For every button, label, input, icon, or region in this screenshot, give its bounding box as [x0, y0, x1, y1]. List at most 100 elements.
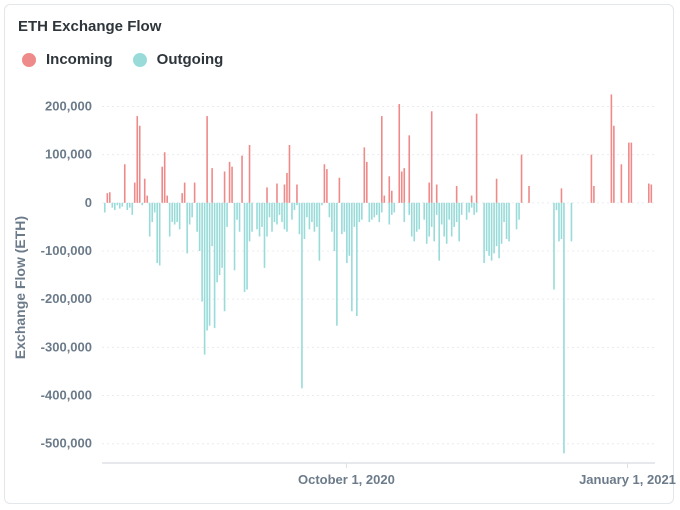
bar-outgoing — [118, 202, 121, 209]
bar-outgoing — [328, 202, 331, 218]
bar-outgoing — [171, 202, 173, 223]
bar-outgoing — [278, 202, 281, 215]
bar-outgoing — [203, 202, 206, 355]
chart-title: ETH Exchange Flow — [18, 18, 162, 35]
bar-outgoing — [251, 202, 253, 232]
bar-outgoing — [388, 202, 391, 225]
bar-outgoing — [336, 202, 338, 326]
bar-incoming — [228, 161, 231, 203]
bar-outgoing — [473, 202, 475, 215]
bar-outgoing — [346, 202, 348, 264]
bar-incoming — [475, 113, 478, 203]
bar-incoming — [590, 154, 593, 203]
x-tick-label: January 1, 2021 — [579, 472, 676, 487]
bar-incoming — [283, 184, 286, 203]
bar-incoming — [390, 190, 393, 203]
bar-incoming — [528, 185, 530, 203]
bar-incoming — [430, 111, 433, 203]
bar-outgoing — [371, 202, 373, 220]
bar-outgoing — [570, 202, 573, 242]
bar-outgoing — [121, 202, 124, 207]
bar-outgoing — [303, 202, 306, 239]
bar-outgoing — [508, 202, 510, 242]
bar-outgoing — [515, 202, 518, 230]
bar-incoming — [206, 116, 208, 203]
bar-incoming — [266, 187, 268, 203]
bar-incoming — [163, 152, 166, 203]
bar-outgoing — [555, 202, 558, 211]
bar-incoming — [296, 184, 298, 203]
bar-incoming — [166, 195, 168, 203]
y-tick-label: 200,000 — [45, 98, 92, 113]
bar-outgoing — [186, 202, 188, 254]
bar-incoming — [241, 155, 243, 203]
legend-item-incoming[interactable]: Incoming — [22, 51, 113, 68]
legend-item-outgoing[interactable]: Outgoing — [132, 51, 223, 68]
bar-outgoing — [223, 202, 226, 312]
bar-outgoing — [153, 202, 156, 213]
bar-outgoing — [333, 202, 336, 251]
bar-outgoing — [428, 202, 431, 237]
bar-outgoing — [460, 202, 463, 215]
bar-outgoing — [276, 202, 278, 225]
bar-outgoing — [465, 202, 468, 220]
bar-incoming — [146, 195, 149, 203]
bar-incoming — [326, 169, 328, 203]
bar-incoming — [403, 168, 406, 203]
bar-outgoing — [158, 202, 161, 266]
bar-incoming — [610, 94, 613, 203]
bar-outgoing — [221, 202, 223, 268]
bar-outgoing — [445, 202, 448, 244]
bar-outgoing — [298, 202, 301, 235]
bar-incoming — [388, 176, 391, 203]
bar-outgoing — [281, 202, 283, 223]
bar-incoming — [630, 142, 633, 203]
bar-outgoing — [173, 202, 176, 225]
bar-outgoing — [430, 202, 433, 227]
bar-outgoing — [126, 202, 129, 211]
bar-incoming — [123, 164, 126, 203]
bar-outgoing — [316, 202, 318, 227]
bar-incoming — [143, 178, 146, 203]
bar-incoming — [338, 177, 341, 203]
bar-outgoing — [313, 202, 316, 232]
x-axis: October 1, 2020 January 1, 2021 — [102, 462, 676, 487]
bar-incoming — [613, 125, 615, 203]
bar-outgoing — [503, 202, 505, 223]
y-tick-label: -500,000 — [41, 436, 92, 451]
bar-outgoing — [148, 202, 151, 237]
bar-incoming — [620, 164, 623, 203]
bar-outgoing — [111, 202, 114, 208]
x-tick-label: October 1, 2020 — [298, 472, 395, 487]
bar-outgoing — [156, 202, 159, 264]
bar-outgoing — [418, 202, 421, 230]
bar-outgoing — [495, 202, 498, 247]
bar-outgoing — [425, 202, 428, 244]
bar-outgoing — [331, 202, 333, 232]
bar-incoming — [455, 185, 458, 203]
bar-outgoing — [233, 202, 236, 271]
bar-outgoing — [483, 202, 485, 264]
bar-outgoing — [198, 202, 201, 251]
bar-outgoing — [104, 202, 106, 213]
bar-outgoing — [283, 202, 286, 230]
bar-incoming — [400, 171, 403, 203]
bar-incoming — [435, 184, 438, 203]
bar-outgoing — [455, 202, 458, 223]
y-tick-label: 100,000 — [45, 147, 92, 162]
bar-outgoing — [376, 202, 378, 215]
bar-outgoing — [438, 202, 440, 261]
bar-outgoing — [238, 202, 241, 232]
bar-outgoing — [178, 202, 181, 230]
bar-outgoing — [435, 202, 438, 215]
bar-incoming — [363, 147, 366, 203]
bar-outgoing — [505, 202, 508, 239]
bar-outgoing — [485, 202, 488, 251]
bar-outgoing — [188, 202, 191, 225]
bar-incoming — [136, 116, 139, 203]
legend-dot-outgoing — [132, 52, 147, 67]
bar-outgoing — [218, 202, 221, 276]
bar-outgoing — [141, 202, 144, 206]
bar-outgoing — [560, 202, 563, 239]
